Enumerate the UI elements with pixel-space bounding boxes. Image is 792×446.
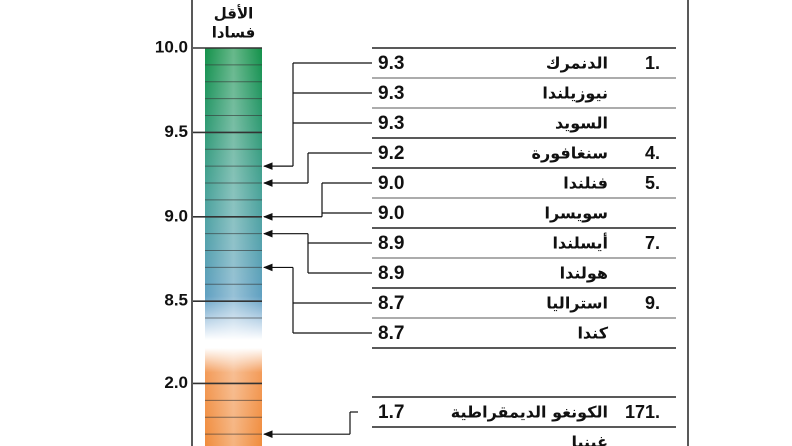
value-label: 9.0	[378, 173, 404, 194]
y-tick-label: 10.0	[155, 37, 188, 56]
value-label: 1.7	[378, 402, 404, 423]
value-label: 9.3	[378, 53, 404, 74]
y-tick-label: 2.0	[164, 373, 188, 392]
value-label: 9.3	[378, 83, 404, 104]
value-label: 9.3	[378, 113, 404, 134]
country-name: أيسلندا	[552, 233, 608, 253]
country-name: السويد	[555, 114, 608, 133]
rank-label: 171.	[625, 402, 660, 422]
country-name: غينيا	[571, 433, 608, 446]
rank-label: 4.	[645, 143, 660, 163]
value-label: 8.7	[378, 323, 404, 344]
country-name: الكونغو الديمقراطية	[451, 403, 608, 422]
country-name: الدنمرك	[546, 54, 608, 73]
country-name: كندا	[577, 324, 608, 343]
country-name: فنلندا	[563, 174, 608, 193]
rank-label: 9.	[645, 293, 660, 313]
scale-header: فسادا	[212, 24, 256, 42]
country-name: نيوزيلندا	[542, 84, 608, 103]
country-name: استراليا	[546, 294, 608, 313]
value-label: 9.0	[378, 203, 404, 224]
rank-label: 5.	[645, 173, 660, 193]
value-label: 8.7	[378, 293, 404, 314]
y-tick-label: 8.5	[164, 291, 188, 310]
rank-label: 7.	[645, 233, 660, 253]
y-tick-label: 9.5	[164, 122, 188, 141]
scale-fade	[205, 48, 262, 340]
value-label: 8.9	[378, 233, 404, 254]
value-label: 9.2	[378, 143, 404, 164]
scale-fade	[205, 348, 262, 446]
scale-header: الأقل	[214, 5, 254, 23]
country-name: سويسرا	[545, 204, 609, 223]
country-name: هولندا	[560, 264, 608, 283]
y-tick-label: 9.0	[164, 206, 188, 225]
rank-label: 1.	[645, 53, 660, 73]
value-label: 8.9	[378, 263, 404, 284]
country-name: سنغافورة	[532, 144, 608, 163]
